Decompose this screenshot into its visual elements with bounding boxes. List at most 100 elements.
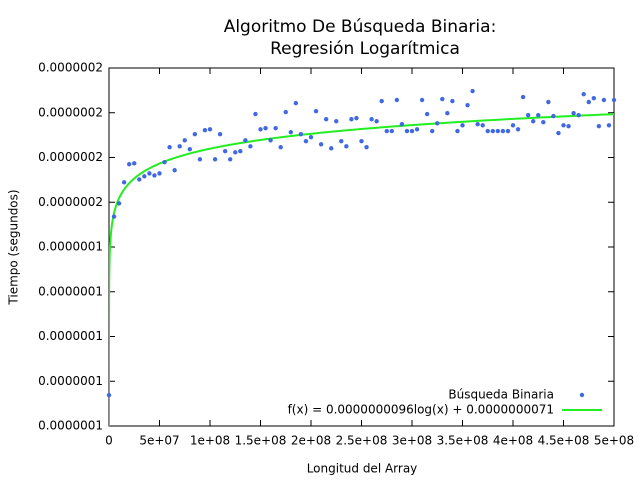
data-point [409, 128, 415, 134]
data-point [253, 111, 258, 117]
data-point [505, 128, 511, 134]
data-point [172, 168, 177, 173]
data-point [435, 121, 440, 126]
data-point [389, 128, 394, 134]
data-point [465, 102, 470, 108]
data-point [440, 96, 445, 102]
data-point [228, 157, 233, 162]
data-point [475, 121, 480, 127]
y-tick-label: 0.0000001 [38, 240, 103, 254]
y-axis-label: Tiempo (segundos) [7, 189, 21, 305]
data-point [541, 119, 546, 125]
data-point [349, 117, 354, 122]
data-point [480, 123, 485, 128]
data-point [248, 144, 253, 149]
data-point [414, 127, 420, 132]
x-tick-label: 3e+08 [392, 434, 432, 448]
data-point [142, 174, 147, 179]
data-point [591, 96, 596, 101]
y-tick-label: 0.0000002 [38, 195, 103, 209]
data-point [106, 392, 112, 398]
data-point [273, 125, 278, 131]
data-point [313, 108, 319, 114]
data-point [485, 128, 490, 134]
data-point [212, 157, 218, 162]
y-tick-label: 0.0000001 [38, 419, 103, 433]
data-point [495, 128, 501, 134]
data-point [399, 121, 405, 127]
data-point [288, 130, 293, 135]
data-point [344, 144, 349, 149]
legend-label: Búsqueda Binaria [448, 388, 554, 402]
x-tick-label: 2.5e+08 [336, 434, 388, 448]
data-point [222, 149, 228, 154]
data-point [137, 177, 142, 182]
data-point [379, 98, 384, 104]
y-tick-label: 0.0000001 [38, 374, 103, 388]
data-point [556, 130, 561, 136]
data-point [536, 113, 541, 118]
data-point [510, 123, 516, 128]
data-point [162, 159, 167, 165]
data-point [394, 97, 400, 103]
data-point [546, 99, 551, 105]
data-point [515, 127, 521, 132]
x-tick-label: 0 [105, 434, 113, 448]
x-tick-label: 1.5e+08 [235, 434, 287, 448]
data-point [293, 100, 299, 106]
data-point [127, 162, 132, 167]
x-tick-label: 3.5e+08 [437, 434, 489, 448]
data-point [500, 128, 506, 134]
data-point [177, 144, 182, 149]
data-point [339, 138, 344, 144]
data-point [329, 146, 334, 151]
data-point [520, 94, 526, 100]
data-point [187, 147, 192, 152]
data-point [364, 145, 369, 150]
data-point [576, 113, 581, 118]
data-point [586, 99, 591, 105]
data-point [258, 127, 263, 132]
x-tick-label: 1e+08 [190, 434, 230, 448]
data-point [243, 138, 248, 143]
data-point [419, 97, 425, 103]
data-point [308, 134, 314, 140]
x-tick-label: 4e+08 [493, 434, 533, 448]
y-tick-label: 0.0000002 [38, 61, 103, 75]
data-point [116, 201, 122, 206]
data-point [334, 119, 339, 124]
data-point [268, 138, 273, 143]
legend-label: f(x) = 0.0000000096log(x) + 0.0000000071 [288, 403, 554, 417]
data-point [596, 123, 602, 129]
data-point [430, 128, 435, 134]
data-point [470, 88, 475, 94]
data-point [217, 132, 223, 137]
data-point [450, 98, 455, 104]
y-tick-label: 0.0000002 [38, 150, 103, 164]
x-axis-label: Longitud del Array [307, 462, 418, 476]
data-point [561, 123, 566, 128]
data-point [303, 138, 309, 144]
data-point [581, 91, 586, 97]
y-tick-label: 0.0000001 [38, 329, 103, 343]
data-point [298, 132, 304, 137]
plot-frame [108, 67, 615, 427]
data-point [132, 161, 137, 166]
data-point [318, 142, 324, 147]
data-point [531, 119, 536, 124]
data-point [445, 110, 450, 116]
data-point [283, 109, 288, 115]
data-point [525, 113, 531, 118]
y-tick-label: 0.0000002 [38, 105, 103, 119]
chart-title: Regresión Logarítmica [270, 39, 460, 59]
x-tick-label: 2e+08 [291, 434, 331, 448]
legend-marker [579, 392, 585, 398]
data-point [404, 128, 410, 134]
data-point [207, 127, 213, 132]
data-point [566, 123, 571, 129]
data-point [152, 173, 157, 178]
data-point [202, 128, 208, 133]
chart-title: Algoritmo De Búsqueda Binaria: [224, 17, 497, 37]
data-point [192, 132, 198, 137]
